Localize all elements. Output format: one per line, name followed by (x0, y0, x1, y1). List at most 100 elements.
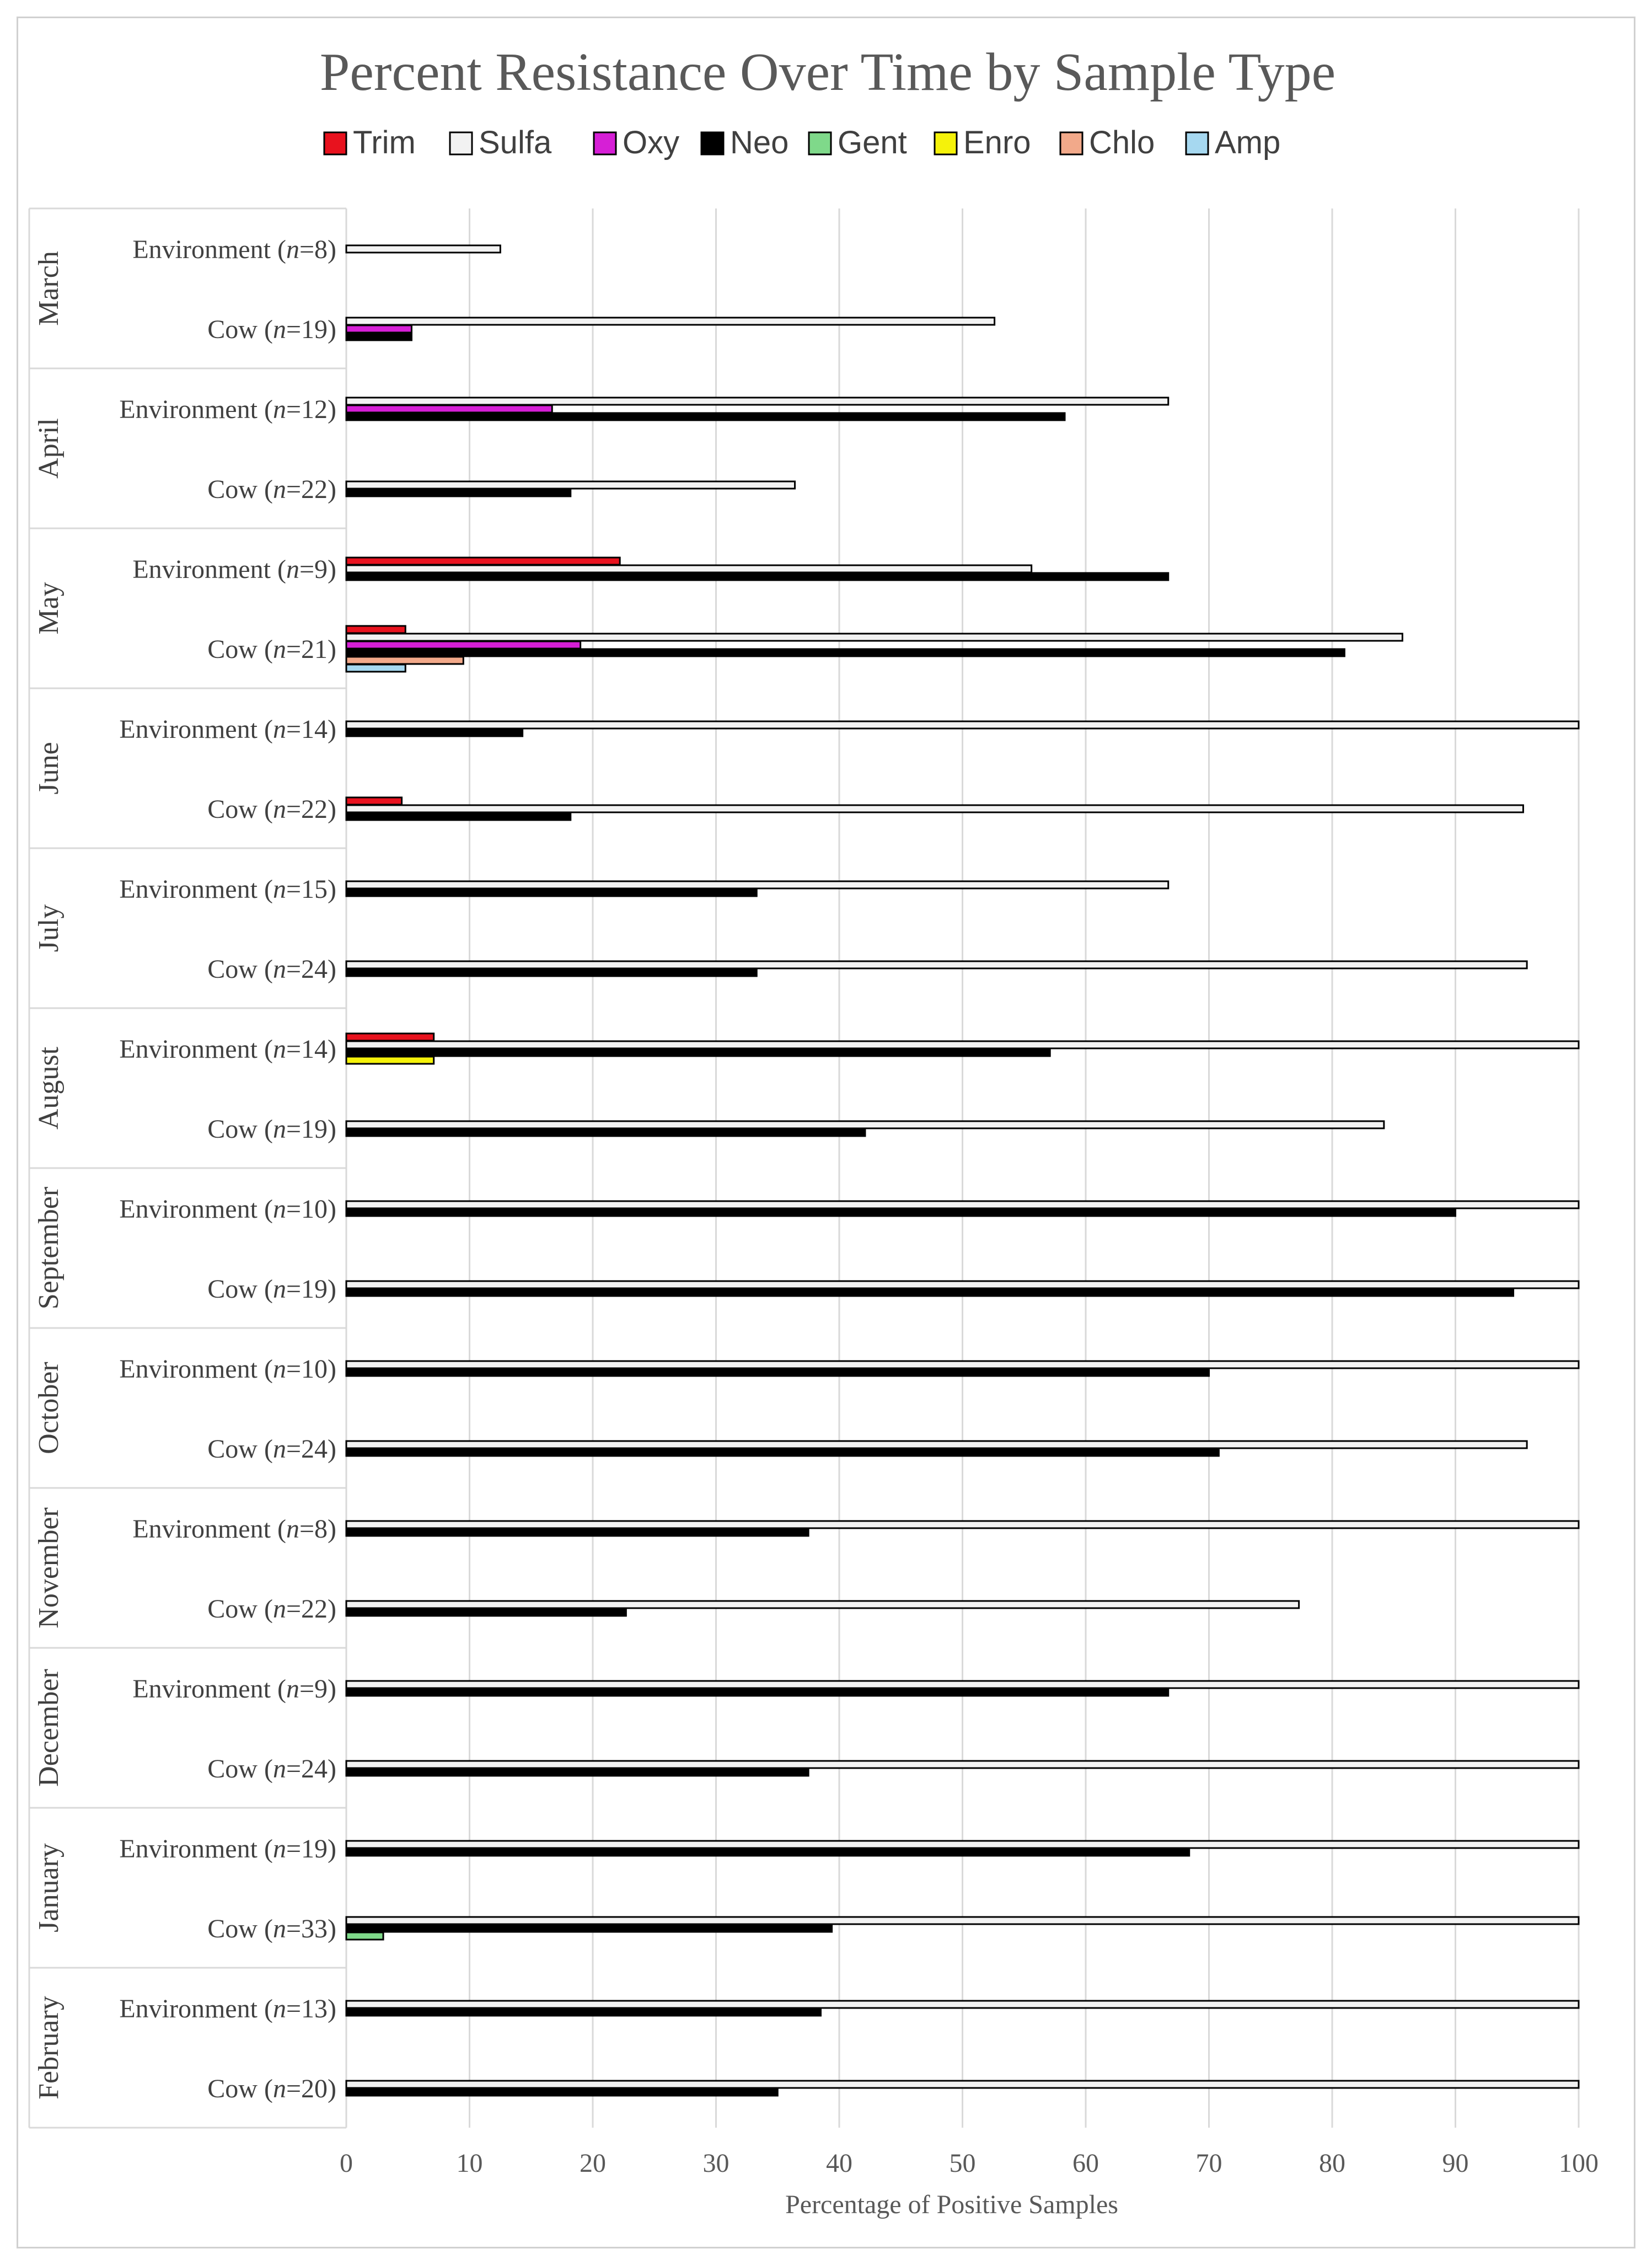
bar-august-cow-neo (345, 1128, 866, 1137)
row-label: Cow (n=22) (207, 475, 336, 504)
legend-item-sulfa: Sulfa (449, 125, 552, 160)
row-label: Environment (n=12) (119, 395, 336, 424)
bar-april-environment-neo (345, 412, 1066, 421)
legend-swatch-sulfa (449, 131, 473, 156)
x-tick-labels: 0 10 20 30 40 50 60 70 80 90 100 (340, 2149, 1599, 2178)
legend-swatch-chlo (1059, 131, 1084, 156)
bar-december-environment-neo (345, 1688, 1170, 1697)
row-label: Environment (n=9) (132, 1674, 336, 1704)
bar-august-cow-sulfa (345, 1120, 1385, 1129)
month-label-may: May (33, 582, 65, 634)
bar-may-cow-trim (345, 625, 406, 634)
x-tick-label-0: 0 (340, 2149, 353, 2178)
bar-september-environment-sulfa (345, 1200, 1580, 1209)
bar-october-environment-sulfa (345, 1360, 1580, 1369)
bar-july-environment-neo (345, 888, 758, 897)
bar-may-environment-trim (345, 556, 621, 566)
bar-august-environment-enro (345, 1056, 435, 1065)
bar-april-environment-oxy (345, 404, 553, 414)
month-label-november: November (33, 1507, 65, 1628)
bar-august-environment-neo (345, 1048, 1051, 1057)
bar-may-cow-amp (345, 663, 406, 673)
bar-february-cow-sulfa (345, 2080, 1580, 2089)
legend-label-trim: Trim (353, 125, 416, 160)
bar-april-cow-neo (345, 488, 572, 497)
bar-june-environment-neo (345, 728, 524, 737)
legend-swatch-oxy (593, 131, 617, 156)
month-label-april: April (33, 418, 65, 479)
gridlines (345, 208, 1580, 2128)
bars (345, 244, 1580, 2097)
bar-january-cow-sulfa (345, 1916, 1580, 1925)
chart-title: Percent Resistance Over Time by Sample T… (320, 42, 1335, 102)
row-label: Environment (n=13) (119, 1994, 336, 2023)
bar-june-cow-sulfa (345, 804, 1524, 813)
row-label: Cow (n=24) (207, 1754, 336, 1784)
legend-item-enro: Enro (934, 125, 1031, 160)
x-axis-title: Percentage of Positive Samples (785, 2190, 1118, 2219)
row-label: Environment (n=19) (119, 1834, 336, 1864)
legend-item-gent: Gent (808, 125, 907, 160)
bar-november-cow-sulfa (345, 1600, 1300, 1609)
bar-september-environment-neo (345, 1208, 1456, 1217)
legend-item-trim: Trim (323, 125, 416, 160)
bar-april-cow-sulfa (345, 480, 796, 490)
bar-june-cow-neo (345, 812, 572, 821)
row-label: Cow (n=24) (207, 1434, 336, 1464)
bar-may-environment-neo (345, 572, 1170, 581)
row-label: Environment (n=14) (119, 1035, 336, 1064)
month-label-august: August (33, 1046, 65, 1129)
bar-july-environment-sulfa (345, 880, 1170, 890)
x-tick-label-50: 50 (950, 2149, 976, 2178)
bar-september-cow-neo (345, 1288, 1515, 1297)
row-lines (28, 207, 347, 2129)
x-tick-label-80: 80 (1319, 2149, 1345, 2178)
row-label: Cow (n=21) (207, 635, 336, 664)
row-label: Environment (n=14) (119, 715, 336, 744)
row-label: Environment (n=9) (132, 555, 336, 584)
legend-label-sulfa: Sulfa (479, 125, 552, 160)
bar-december-cow-neo (345, 1768, 809, 1777)
month-label-january: January (33, 1843, 65, 1932)
row-labels: Environment (n=8) Cow (n=19) Environment (… (119, 235, 336, 2103)
bar-march-environment-sulfa (345, 244, 501, 254)
bar-january-cow-gent (345, 1931, 384, 1941)
legend-swatch-enro (934, 131, 958, 156)
bar-december-cow-sulfa (345, 1760, 1580, 1769)
legend-label-amp: Amp (1215, 125, 1280, 160)
chart-svg: Percent Resistance Over Time by Sample T… (28, 42, 1599, 2219)
row-label: Environment (n=8) (132, 235, 336, 264)
bar-february-environment-neo (345, 2007, 822, 2017)
row-label: Cow (n=24) (207, 955, 336, 984)
row-label: Environment (n=8) (132, 1514, 336, 1544)
legend-label-gent: Gent (838, 125, 907, 160)
bar-november-environment-sulfa (345, 1520, 1580, 1529)
month-labels: March April May June July August September Octo… (33, 251, 65, 2100)
month-label-september: September (33, 1187, 65, 1309)
x-tick-label-30: 30 (703, 2149, 730, 2178)
legend-swatch-amp (1185, 131, 1209, 156)
bar-november-environment-neo (345, 1528, 809, 1537)
bar-october-cow-sulfa (345, 1440, 1528, 1449)
row-label: Environment (n=15) (119, 875, 336, 904)
row-label: Cow (n=19) (207, 315, 336, 344)
legend-item-chlo: Chlo (1059, 125, 1155, 160)
bar-january-cow-neo (345, 1924, 833, 1933)
x-tick-label-40: 40 (826, 2149, 852, 2178)
bar-february-cow-neo (345, 2087, 779, 2097)
legend-item-amp: Amp (1185, 125, 1280, 160)
month-label-february: February (33, 1996, 65, 2100)
row-label: Cow (n=20) (207, 2074, 336, 2103)
bar-june-environment-sulfa (345, 720, 1580, 730)
x-tick-label-10: 10 (457, 2149, 483, 2178)
row-label: Environment (n=10) (119, 1354, 336, 1384)
x-tick-label-20: 20 (580, 2149, 606, 2178)
legend-label-enro: Enro (963, 125, 1031, 160)
bar-july-cow-neo (345, 968, 758, 977)
bar-may-cow-sulfa (345, 633, 1403, 642)
row-label: Cow (n=19) (207, 1275, 336, 1304)
x-tick-label-60: 60 (1072, 2149, 1099, 2178)
legend-swatch-trim (323, 131, 347, 156)
legend-item-oxy: Oxy (593, 125, 679, 160)
bar-january-environment-sulfa (345, 1840, 1580, 1849)
